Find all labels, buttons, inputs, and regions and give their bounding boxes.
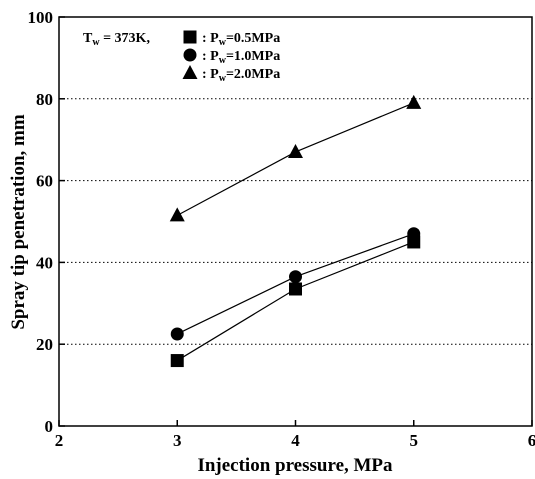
x-tick-label: 4: [291, 431, 300, 450]
legend-marker-square: [183, 30, 197, 44]
series-line: [176, 102, 414, 216]
series-triangle: [169, 94, 422, 222]
legend-condition-main: T: [83, 31, 93, 46]
legend-label: : Pw=0.5MPa: [202, 31, 280, 48]
y-tick-label: 100: [28, 8, 54, 27]
y-axis-title: Spray tip penetration, mm: [8, 114, 29, 330]
legend: Tw = 373K,: Pw=0.5MPa: Pw=1.0MPa: Pw=2.0…: [83, 30, 280, 84]
data-point-triangle: [288, 143, 303, 158]
legend-label-main: : P: [202, 31, 219, 46]
legend-label: : Pw=2.0MPa: [202, 67, 280, 84]
data-point-circle: [170, 327, 184, 341]
data-point-triangle: [169, 207, 185, 222]
x-tick-label: 6: [528, 431, 535, 450]
plot-frame: [58, 16, 533, 427]
data-point-triangle: [406, 94, 422, 109]
axis-ticks: 0 20 40 60 80 100 2 3 4 5 6: [28, 8, 535, 450]
series-line: [176, 241, 414, 362]
legend-label-rest: =1.0MPa: [226, 49, 280, 64]
data-point-circle: [407, 227, 421, 241]
legend-marker-triangle: [182, 65, 198, 79]
y-tick-label: 60: [36, 172, 53, 191]
y-tick-label: 20: [36, 335, 53, 354]
legend-marker-circle: [183, 48, 197, 62]
y-tick-label: 80: [36, 90, 53, 109]
legend-condition: Tw = 373K,: [83, 31, 150, 48]
legend-label-sub: w: [219, 37, 227, 48]
series-layer: [169, 94, 422, 368]
legend-label-main: : P: [202, 49, 219, 64]
y-tick-label: 40: [36, 253, 53, 272]
legend-condition-rest: = 373K,: [100, 31, 150, 46]
y-tick-label: 0: [45, 417, 54, 436]
series-circle: [170, 227, 421, 341]
x-tick-label: 2: [55, 431, 64, 450]
series-square: [170, 235, 421, 368]
gridlines: [59, 98, 532, 345]
data-point-square: [170, 354, 184, 368]
legend-condition-sub: w: [92, 37, 100, 48]
data-point-circle: [289, 270, 302, 284]
legend-label-main: : P: [202, 67, 219, 82]
legend-label-sub: w: [219, 73, 227, 84]
legend-label: : Pw=1.0MPa: [202, 49, 280, 66]
data-point-square: [289, 282, 302, 296]
legend-label-sub: w: [219, 55, 227, 66]
x-tick-label: 3: [173, 431, 182, 450]
legend-label-rest: =0.5MPa: [226, 31, 280, 46]
x-axis-title: Injection pressure, MPa: [197, 455, 393, 476]
legend-label-rest: =2.0MPa: [226, 67, 280, 82]
x-tick-label: 5: [410, 431, 419, 450]
